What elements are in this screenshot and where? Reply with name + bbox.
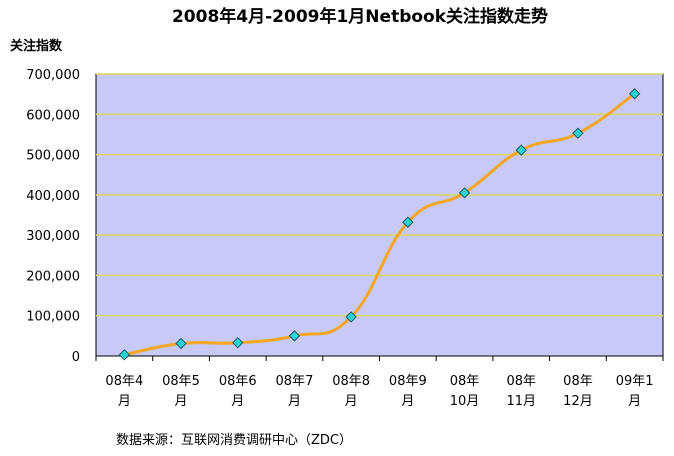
y-tick-label: 600,000 — [26, 108, 80, 123]
plot-area — [95, 73, 664, 357]
y-tick-label: 700,000 — [26, 68, 80, 83]
data-point-marker — [175, 337, 187, 350]
x-tick-label: 08年 — [506, 374, 536, 389]
data-point-marker — [628, 88, 641, 100]
x-tick-label: 08年 — [450, 374, 480, 389]
x-tick-label: 月 — [628, 394, 641, 409]
x-tick-label: 10月 — [450, 394, 480, 409]
x-tick-label: 08年 — [563, 374, 593, 389]
x-tick-label: 月 — [345, 394, 358, 409]
x-tick-label: 08年7 — [276, 374, 314, 389]
source-note: 数据来源：互联网消费调研中心（ZDC） — [116, 433, 352, 448]
x-axis-ticks: 08年4 月 08年5 月 08年6 月 08年7 月 08年8 月 08年9 月 08年 10月 08年 1… — [95, 356, 664, 409]
y-tick-label: 400,000 — [26, 189, 80, 204]
data-point-marker — [402, 216, 414, 228]
x-tick-label: 月 — [231, 394, 244, 409]
x-tick-label: 08年6 — [219, 374, 257, 389]
series-line — [124, 92, 636, 357]
x-tick-label: 月 — [401, 394, 414, 409]
data-point-marker — [515, 144, 527, 156]
x-tick-label: 11月 — [506, 394, 536, 409]
x-tick-label: 月 — [118, 394, 131, 409]
data-point-marker — [118, 349, 131, 361]
x-tick-label: 08年9 — [389, 374, 427, 389]
grid-lines — [96, 73, 663, 317]
x-tick-label: 12月 — [563, 394, 593, 409]
y-tick-label: 0 — [72, 350, 80, 365]
data-point-marker — [345, 311, 357, 323]
x-tick-label: 08年5 — [162, 374, 200, 389]
data-markers — [118, 88, 641, 361]
y-tick-label: 500,000 — [26, 149, 80, 164]
data-point-marker — [288, 330, 301, 342]
data-point-marker — [232, 336, 244, 349]
data-point-marker — [572, 127, 584, 139]
x-tick-label: 月 — [288, 394, 301, 409]
x-tick-label: 月 — [175, 394, 188, 409]
chart-title: 2008年4月-2009年1月Netbook关注指数走势 — [172, 6, 548, 27]
y-tick-label: 300,000 — [26, 229, 80, 244]
data-point-marker — [458, 187, 471, 199]
x-tick-label: 09年1 — [616, 374, 654, 389]
y-tick-label: 200,000 — [26, 269, 80, 284]
y-axis-title: 关注指数 — [10, 38, 63, 54]
y-axis-ticks: 0 100,000 200,000 300,000 400,000 500,000 600,… — [26, 68, 80, 365]
x-tick-label: 08年8 — [332, 374, 370, 389]
x-tick-label: 08年4 — [105, 374, 143, 389]
y-tick-label: 100,000 — [26, 310, 80, 325]
